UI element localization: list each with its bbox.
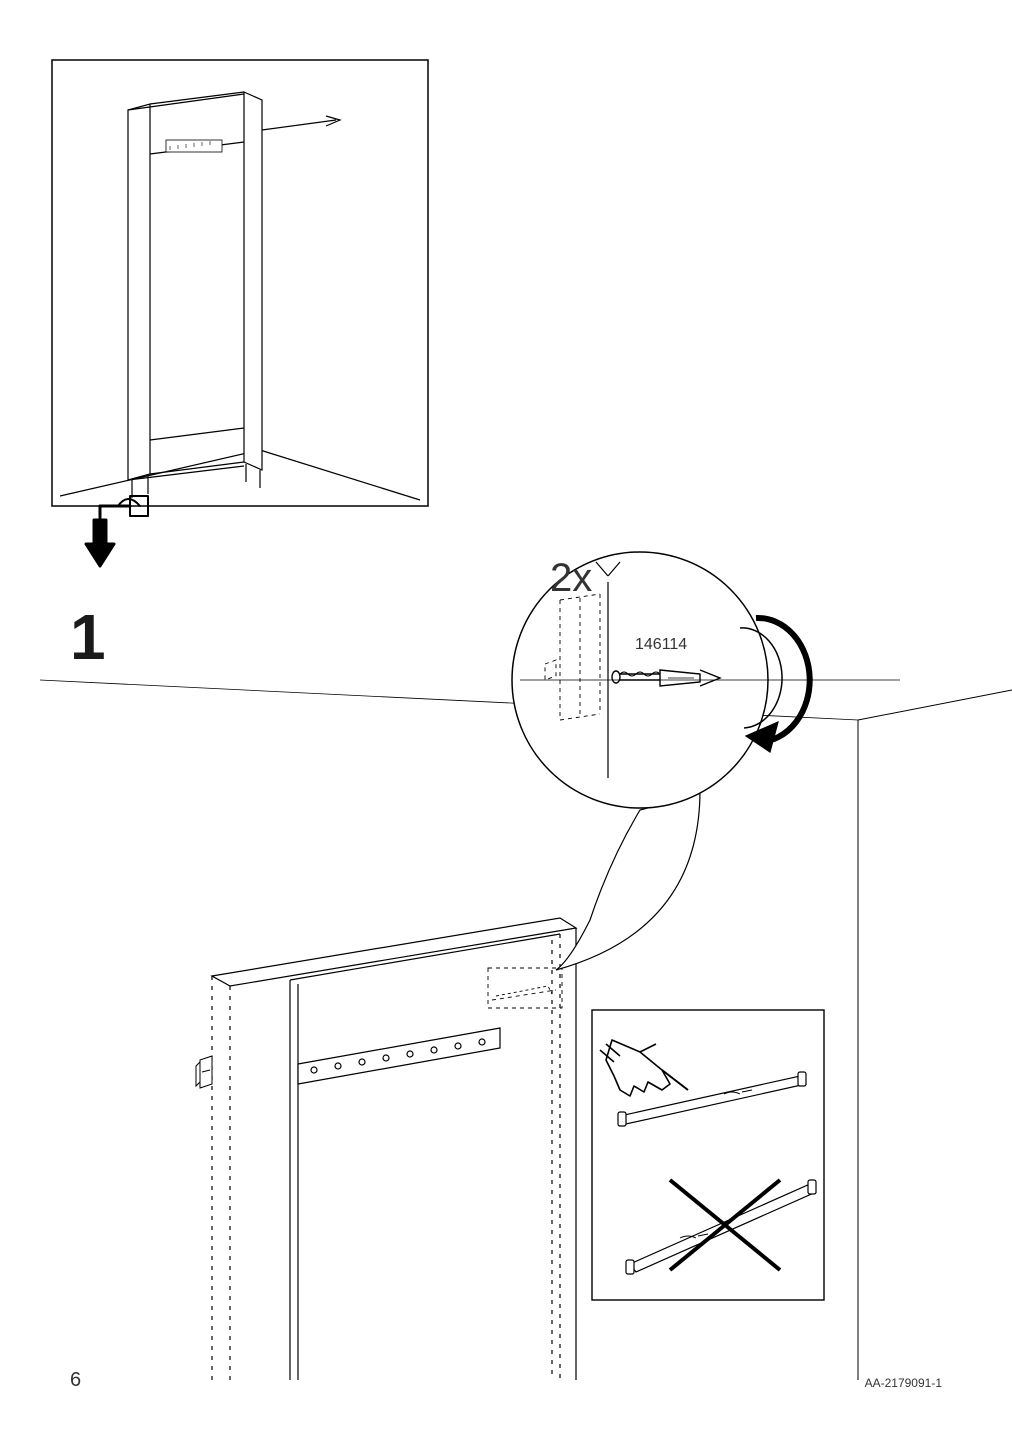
callout-tail [556,790,700,970]
orientation-panel [592,1010,824,1300]
quantity-label: 2x [550,556,592,601]
room-perspective [40,680,1012,1380]
doc-reference: AA-2179091-1 [865,1376,942,1390]
step-number: 1 [70,600,106,674]
page-number: 6 [70,1369,81,1392]
part-number: 146114 [635,636,687,654]
inset-overview [52,60,428,506]
main-wardrobe [196,918,576,1380]
